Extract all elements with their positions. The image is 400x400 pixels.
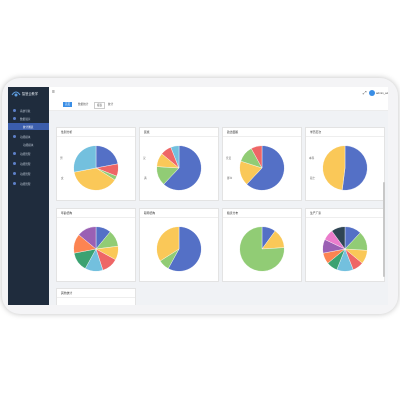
pie-label: 满 — [144, 177, 147, 180]
sidebar-item[interactable]: 功能管理 — [8, 150, 49, 157]
sidebar-item[interactable]: 功能管理 — [8, 170, 49, 177]
nav-icon — [13, 162, 16, 165]
sidebar-item-label: 系统导航 — [20, 109, 31, 113]
card-divider — [306, 217, 384, 218]
pie-chart[interactable] — [140, 218, 218, 280]
card-divider — [140, 136, 218, 137]
nav-icon — [13, 109, 16, 112]
card-divider — [57, 297, 135, 298]
pie-chart[interactable] — [223, 137, 301, 199]
chart-card-title: 籍贯分布 — [227, 211, 239, 215]
sidebar-item[interactable]: 数据展示 — [8, 115, 49, 122]
menu-toggle-icon[interactable]: ≡ — [52, 89, 55, 95]
chart-card-title: 其他统计 — [61, 291, 73, 295]
pie-slice[interactable] — [246, 145, 285, 191]
sidebar-item-label: 功能管理 — [20, 182, 31, 186]
username[interactable]: admin_admin — [376, 91, 388, 95]
app-title: 智慧云教学 — [22, 92, 38, 96]
nav-icon — [13, 117, 16, 120]
pie-chart[interactable] — [140, 137, 218, 199]
card-divider — [223, 217, 301, 218]
pie-slice[interactable] — [167, 226, 202, 272]
sidebar-item[interactable]: 功能管理 — [8, 180, 49, 187]
pie-slice[interactable] — [341, 145, 368, 191]
pie-label: 男 — [60, 157, 63, 160]
pie-label: 党员 — [226, 157, 232, 160]
chart-card-title: 民族 — [144, 130, 150, 134]
chart-card: 职称结构 — [139, 208, 219, 282]
nav-icon — [13, 182, 16, 185]
pie-label: 女 — [61, 177, 64, 180]
sidebar-item[interactable]: 统计图表 — [8, 123, 49, 130]
sidebar-item-label: 功能管理 — [20, 152, 31, 156]
tab-statistics[interactable]: 数据统计 — [78, 103, 89, 106]
pie-slice[interactable] — [156, 226, 180, 262]
pie-slice[interactable] — [250, 145, 263, 169]
pie-chart[interactable] — [306, 218, 384, 280]
card-divider — [57, 136, 135, 137]
chart-card: 性别分析男女 — [56, 127, 136, 201]
nav-icon — [13, 172, 16, 175]
sidebar-item[interactable]: 功能管理 — [8, 160, 49, 167]
app-screen: 智慧云教学 系统导航 数据展示 统计图表 功能模块 功能模块 功能管理 功能管理 功能管理 功能… — [8, 87, 388, 305]
sidebar-item-label: 功能管理 — [20, 172, 31, 176]
card-divider — [140, 217, 218, 218]
pie-label: 本科 — [309, 157, 315, 160]
sidebar-item[interactable]: 功能模块 — [8, 141, 49, 148]
chart-card-title: 政治面貌 — [227, 130, 239, 134]
pie-slice[interactable] — [73, 145, 97, 173]
pie-slice[interactable] — [73, 167, 116, 191]
pie-chart[interactable] — [57, 218, 135, 280]
tab-report[interactable]: 报表 — [94, 102, 106, 109]
sidebar-item-label: 功能管理 — [20, 162, 31, 166]
chart-card-title: 性别分析 — [61, 130, 73, 134]
pie-slice[interactable] — [163, 145, 202, 191]
sidebar: 智慧云教学 系统导航 数据展示 统计图表 功能模块 功能模块 功能管理 功能管理 功能管理 功能… — [8, 87, 49, 305]
avatar[interactable] — [369, 89, 375, 96]
sidebar-item[interactable]: 系统导航 — [8, 107, 49, 114]
fullscreen-icon[interactable]: ⤢ — [363, 90, 367, 95]
pie-chart[interactable] — [306, 137, 384, 199]
chart-card-title: 生产厂家 — [310, 211, 322, 215]
pie-slice[interactable] — [239, 226, 285, 272]
chart-card: 生产厂家 — [305, 208, 385, 282]
chart-card: 政治面貌 党员 群众 — [222, 127, 302, 201]
tab-bar: 首页 数据统计 报表 统计 — [49, 99, 388, 111]
pie-slice[interactable] — [78, 226, 97, 250]
pie-chart[interactable] — [57, 137, 135, 199]
pie-slice[interactable] — [331, 226, 346, 250]
card-divider — [57, 217, 135, 218]
nav-icon — [13, 152, 16, 155]
sidebar-item-label: 统计图表 — [23, 125, 34, 129]
logo-icon — [11, 91, 21, 97]
sidebar-item[interactable]: 功能模块 — [8, 133, 49, 140]
chart-card-title: 年龄结构 — [61, 211, 73, 215]
card-divider — [223, 136, 301, 137]
sidebar-item-label: 功能模块 — [20, 135, 31, 139]
chart-card-title: 学历层次 — [310, 130, 322, 134]
chart-card: 民族汉满 — [139, 127, 219, 201]
chart-card: 籍贯分布 — [222, 208, 302, 282]
tab-home[interactable]: 首页 — [63, 102, 73, 107]
pie-label: 汉 — [143, 157, 146, 160]
chart-card: 年龄结构 — [56, 208, 136, 282]
pie-slice[interactable] — [322, 145, 346, 191]
nav-icon — [13, 135, 16, 138]
chart-card: 其他统计 — [56, 288, 136, 305]
tab-stats[interactable]: 统计 — [108, 103, 114, 106]
pie-label: 硕士 — [310, 177, 316, 180]
pie-chart[interactable] — [223, 218, 301, 280]
pie-slice[interactable] — [170, 145, 180, 169]
card-divider — [306, 136, 384, 137]
scrollbar[interactable] — [383, 182, 385, 277]
sidebar-item-label: 数据展示 — [20, 117, 31, 121]
sidebar-item-label: 功能模块 — [23, 143, 34, 147]
chart-card: 学历层次 本科 硕士 — [305, 127, 385, 201]
pie-label: 群众 — [227, 177, 233, 180]
chart-card-title: 职称结构 — [144, 211, 156, 215]
